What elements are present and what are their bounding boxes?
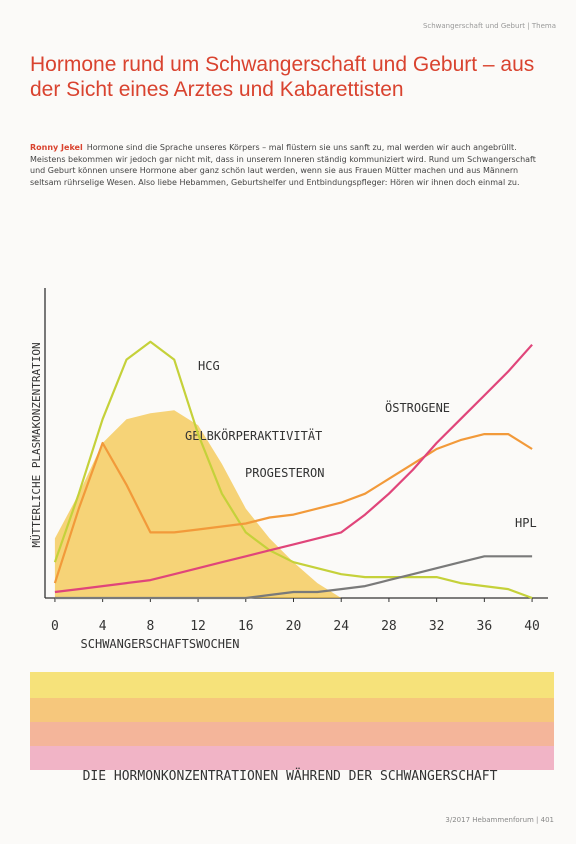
y-axis-label: MÜTTERLICHE PLASMAKONZENTRATION <box>30 342 43 547</box>
series-label: HCG <box>198 359 220 373</box>
x-tick-label: 32 <box>429 619 445 634</box>
author: Ronny Jekel <box>30 143 83 152</box>
x-tick-label: 4 <box>99 619 107 634</box>
series-label: HPL <box>515 516 537 530</box>
area <box>54 410 533 598</box>
series-label: ÖSTROGENE <box>385 399 450 415</box>
band <box>30 672 554 698</box>
footer: 3/2017 Hebammenforum | 401 <box>445 816 554 824</box>
band <box>30 746 554 770</box>
header: Schwangerschaft und Geburt | Thema <box>422 22 556 30</box>
x-tick-label: 16 <box>238 619 254 634</box>
band <box>30 698 554 722</box>
line <box>53 433 533 584</box>
line <box>54 343 533 594</box>
band <box>30 722 554 746</box>
intro: Ronny Jekel Hormone sind die Sprache unse… <box>30 142 550 188</box>
x-tick-label: 12 <box>190 619 206 634</box>
x-tick-label: 40 <box>524 619 540 634</box>
series-label: PROGESTERON <box>245 466 324 480</box>
intro-text: Hormone sind die Sprache unseres Körpers… <box>30 143 536 187</box>
x-tick-label: 28 <box>381 619 397 634</box>
line <box>53 340 533 600</box>
x-tick-label: 36 <box>477 619 493 634</box>
title: Hormone rund um Schwangerschaft und Gebu… <box>30 53 535 101</box>
x-tick-label: 24 <box>333 619 349 634</box>
x-tick-label: 0 <box>51 619 59 634</box>
x-tick-label: 8 <box>146 619 154 634</box>
caption: DIE HORMONKONZENTRATIONEN WÄHREND DER SC… <box>83 768 498 784</box>
x-axis-label: SCHWANGERSCHAFTSWOCHEN <box>81 637 240 651</box>
x-tick-label: 20 <box>286 619 302 634</box>
series-label: GELBKÖRPERAKTIVITÄT <box>185 427 322 443</box>
line <box>54 555 533 600</box>
